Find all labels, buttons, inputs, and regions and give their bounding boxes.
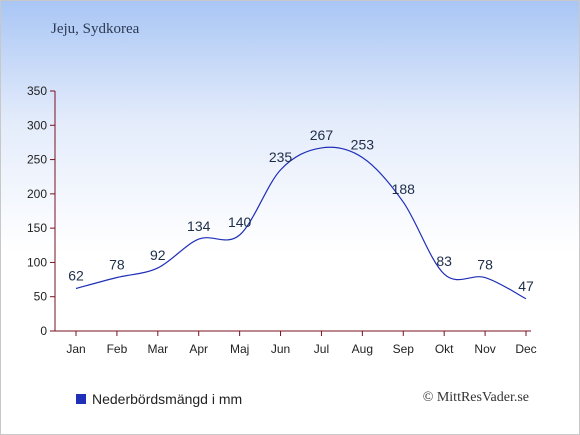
data-label: 140 (228, 214, 252, 230)
y-tick-label: 0 (40, 324, 47, 338)
chart-title: Jeju, Sydkorea (51, 21, 140, 37)
data-label: 188 (392, 181, 416, 197)
data-label: 83 (436, 253, 452, 269)
data-label: 78 (477, 257, 493, 273)
y-tick-label: 300 (27, 118, 47, 132)
data-label: 47 (518, 278, 534, 294)
y-tick-label: 250 (27, 153, 47, 167)
y-tick-label: 350 (27, 84, 47, 98)
x-tick-label: Jun (271, 342, 290, 356)
data-label: 235 (269, 149, 293, 165)
x-tick-label: Jul (314, 342, 329, 356)
x-tick-label: Mar (147, 342, 168, 356)
x-tick-label: Jan (66, 342, 85, 356)
legend-swatch (76, 394, 86, 404)
data-label: 267 (310, 127, 334, 143)
x-tick-label: Dec (515, 342, 536, 356)
data-label: 62 (68, 267, 84, 283)
x-tick-label: Okt (435, 342, 454, 356)
x-tick-label: Nov (474, 342, 495, 356)
x-tick-label: Feb (107, 342, 128, 356)
x-tick-label: Aug (352, 342, 373, 356)
data-label: 253 (351, 137, 375, 153)
y-tick-label: 150 (27, 221, 47, 235)
y-tick-label: 50 (34, 290, 48, 304)
data-label: 134 (187, 218, 211, 234)
series-line (75, 146, 527, 300)
legend-label: Nederbördsmängd i mm (92, 391, 243, 407)
data-label: 78 (109, 257, 125, 273)
y-tick-label: 200 (27, 187, 47, 201)
x-tick-label: Maj (230, 342, 249, 356)
legend: Nederbördsmängd i mm (76, 391, 242, 407)
x-tick-label: Apr (189, 342, 208, 356)
y-tick-label: 100 (27, 255, 47, 269)
copyright-text: © MittResVader.se (422, 390, 529, 405)
data-label: 92 (150, 247, 166, 263)
x-tick-label: Sep (393, 342, 415, 356)
